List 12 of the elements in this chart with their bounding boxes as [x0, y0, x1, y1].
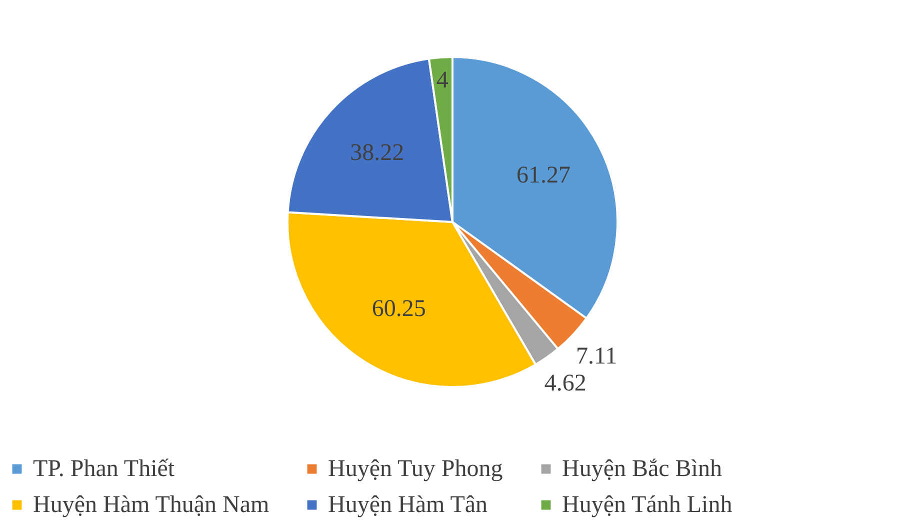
- legend-label: Huyện Bắc Bình: [562, 456, 722, 482]
- legend-label: Huyện Hàm Tân: [328, 492, 488, 518]
- legend-label: Huyện Tánh Linh: [562, 492, 732, 518]
- legend-label: TP. Phan Thiết: [33, 456, 175, 482]
- data-label: 4.62: [544, 370, 586, 396]
- legend-label: Huyện Tuy Phong: [328, 456, 503, 482]
- data-label: 60.25: [372, 296, 426, 322]
- data-label: 61.27: [516, 162, 571, 188]
- data-label: 4: [436, 67, 448, 94]
- data-label: 38.22: [350, 140, 404, 166]
- legend-label: Huyện Hàm Thuận Nam: [33, 492, 270, 518]
- data-label: 7.11: [576, 343, 618, 370]
